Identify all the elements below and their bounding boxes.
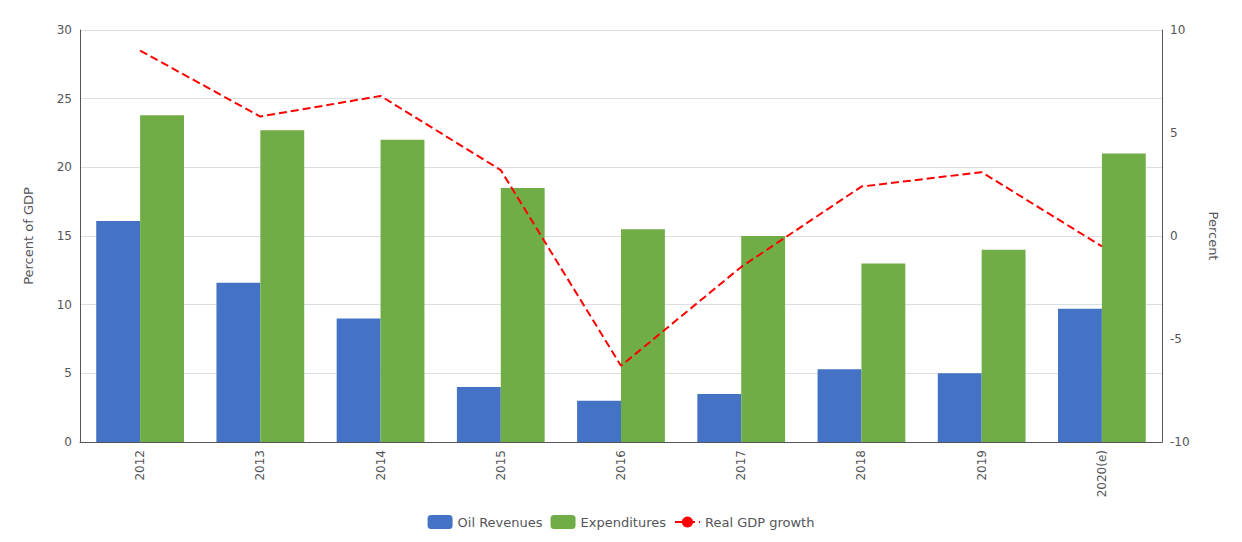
svg-text:2012: 2012 <box>133 450 147 481</box>
svg-text:-10: -10 <box>1170 435 1190 449</box>
svg-text:15: 15 <box>57 229 72 243</box>
svg-text:Oil Revenues: Oil Revenues <box>458 515 543 530</box>
svg-text:30: 30 <box>57 23 72 37</box>
svg-text:2014: 2014 <box>374 450 388 481</box>
svg-text:2013: 2013 <box>253 450 267 481</box>
svg-text:0: 0 <box>64 435 72 449</box>
svg-text:10: 10 <box>1170 23 1185 37</box>
svg-text:Real GDP growth: Real GDP growth <box>705 515 814 530</box>
svg-text:2017: 2017 <box>734 450 748 481</box>
svg-text:Percent: Percent <box>1206 212 1221 261</box>
svg-text:5: 5 <box>64 366 72 380</box>
svg-text:10: 10 <box>57 298 72 312</box>
svg-text:2019: 2019 <box>975 450 989 481</box>
svg-text:Expenditures: Expenditures <box>581 515 667 530</box>
svg-text:20: 20 <box>57 160 72 174</box>
svg-text:2016: 2016 <box>614 450 628 481</box>
svg-text:2018: 2018 <box>854 450 868 481</box>
svg-text:0: 0 <box>1170 229 1178 243</box>
svg-text:5: 5 <box>1170 126 1178 140</box>
svg-text:Percent of GDP: Percent of GDP <box>21 187 36 285</box>
svg-text:-5: -5 <box>1170 332 1182 346</box>
svg-text:25: 25 <box>57 92 72 106</box>
svg-text:2015: 2015 <box>494 450 508 481</box>
svg-text:2020(e): 2020(e) <box>1095 450 1109 497</box>
